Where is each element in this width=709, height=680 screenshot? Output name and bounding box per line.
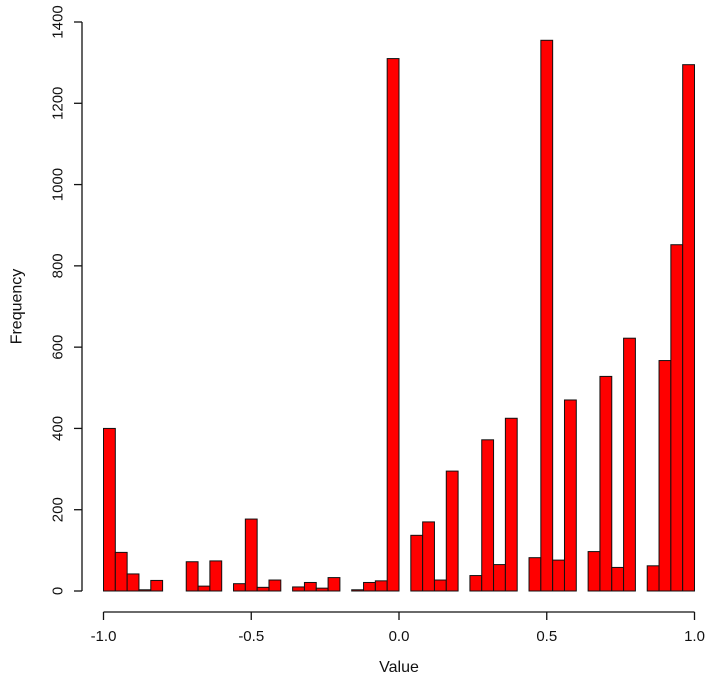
histogram-bar: [646, 565, 660, 592]
histogram-bar: [150, 579, 164, 592]
histogram-bar: [197, 585, 211, 592]
histogram-bar: [433, 579, 447, 592]
y-axis: 0 200 400 600 800 1000 1200 1400: [50, 5, 83, 595]
y-tick-label: 200: [50, 497, 67, 522]
histogram-bar: [185, 561, 199, 592]
histogram-bar: [363, 581, 376, 592]
histogram-bar: [268, 579, 282, 592]
y-axis-title: Frequency: [9, 269, 26, 345]
bars-layer: [103, 39, 695, 592]
histogram-bar: [209, 560, 223, 592]
histogram-bar: [670, 244, 684, 592]
y-tick-label: 1000: [50, 168, 67, 201]
histogram-bar: [587, 551, 601, 592]
histogram-bar: [126, 573, 140, 592]
histogram-bar: [599, 375, 613, 592]
y-tick-label: 400: [50, 416, 67, 441]
histogram-bar: [481, 439, 495, 592]
histogram-bar: [103, 427, 116, 592]
histogram-bar: [493, 564, 506, 592]
histogram-bar: [386, 58, 400, 592]
histogram-bar: [528, 557, 542, 592]
histogram-bar: [303, 581, 317, 592]
histogram-bar: [469, 575, 483, 592]
histogram-bar: [233, 583, 246, 592]
histogram-bar: [114, 551, 128, 592]
histogram-bar: [138, 589, 152, 592]
y-tick-label: 1200: [50, 87, 67, 120]
histogram-bar: [292, 586, 305, 592]
histogram-bar: [244, 518, 258, 592]
histogram-bar: [611, 566, 625, 592]
x-tick-label: -0.5: [238, 628, 264, 645]
x-tick-label: -1.0: [91, 628, 117, 645]
y-tick-label: 600: [50, 335, 67, 360]
histogram-bar: [682, 64, 695, 592]
histogram-bar: [315, 587, 329, 592]
histogram-bar: [658, 360, 672, 592]
histogram-bar: [351, 589, 365, 592]
y-tick-label: 1400: [50, 5, 67, 38]
histogram-bar: [327, 577, 341, 592]
histogram-bar: [623, 337, 636, 592]
histogram-bar: [422, 521, 435, 592]
histogram-bar: [552, 559, 565, 592]
x-tick-label: 1.0: [684, 628, 705, 645]
x-tick-label: 0.5: [536, 628, 557, 645]
histogram-bar: [563, 399, 577, 592]
histogram-bar: [410, 534, 424, 592]
histogram-bar: [504, 417, 518, 592]
y-tick-label: 800: [50, 253, 67, 278]
x-tick-label: 0.0: [389, 628, 410, 645]
x-axis-title: Value: [379, 659, 419, 676]
x-axis: -1.0 -0.5 0.0 0.5 1.0: [91, 611, 705, 645]
histogram-bar: [540, 39, 554, 592]
histogram-bar: [374, 580, 388, 592]
histogram-bar: [256, 586, 270, 592]
y-tick-label: 0: [50, 587, 67, 595]
histogram-bar: [445, 470, 459, 592]
